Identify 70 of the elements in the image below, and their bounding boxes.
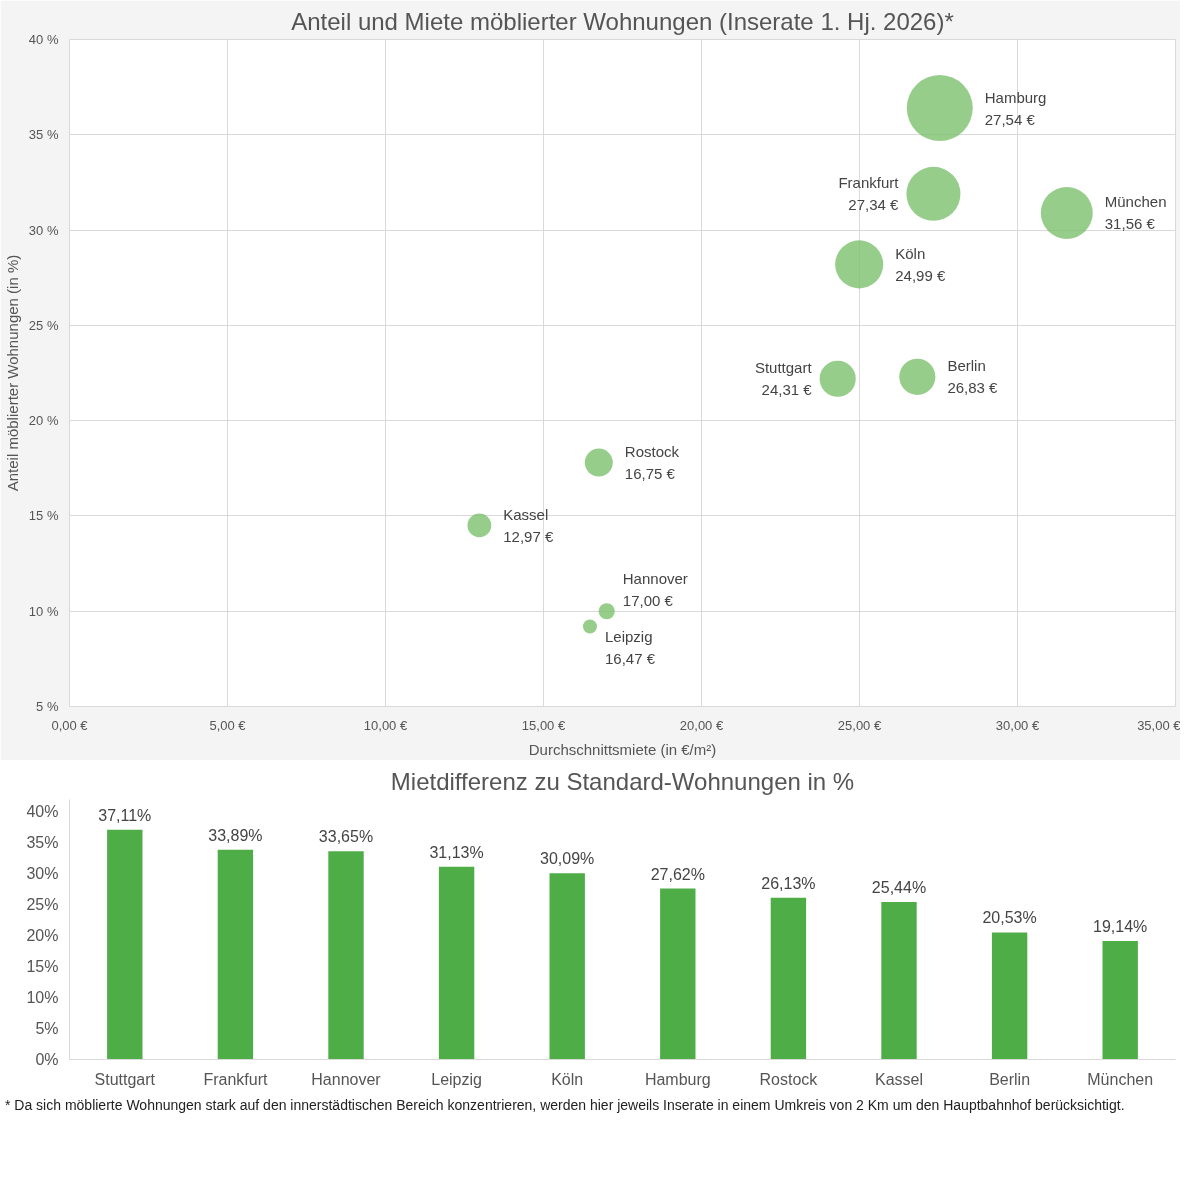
bar [1102,941,1138,1060]
data-label: 31,13% [429,843,484,861]
x-tick-label: Rostock [759,1070,819,1088]
bar [770,897,807,1060]
data-label: 20,53% [982,909,1037,927]
x-tick-label: Frankfurt [203,1070,268,1088]
annotation: Köln 24,99 € [895,244,946,284]
data-label: 37,11% [98,806,152,824]
y-tick-label: 20 % [28,413,59,429]
data-label: 33,89% [208,826,263,844]
chart-title: Anteil und Miete möblierter Wohnungen (Inserate 1. Hj. 2026)* [291,7,954,35]
bar [881,902,917,1060]
bar [991,932,1028,1060]
y-tick-label: 5 % [36,699,59,714]
x-tick-label: Hamburg [644,1070,711,1088]
bar [107,829,143,1060]
y-tick-label: 5% [35,1020,59,1038]
x-tick-label: Hannover [311,1070,382,1088]
x-axis-title: Durchschnittsmiete (in €/m²) [528,740,717,758]
x-tick-label: 30,00 € [995,717,1040,733]
y-tick-label: 40% [26,803,59,821]
annotation: Leipzig 16,47 € [604,627,656,668]
y-tick-label: 30% [26,865,59,883]
annotation: München 31,56 € [1104,193,1167,233]
y-tick-label: 10% [26,989,59,1007]
y-tick-label: 0% [35,1051,59,1068]
data-label: 30,09% [540,850,595,868]
y-tick-label: 35 % [28,127,59,143]
data-label: 25,44% [871,879,927,897]
y-tick-label: 10 % [28,603,59,619]
data-label: 26,13% [761,874,816,892]
x-tick-label: Leipzig [431,1070,482,1088]
data-label: 33,65% [318,828,374,846]
y-tick-label: 15 % [28,508,59,524]
chart-title: Mietdifferenz zu Standard-Wohnungen in % [390,767,855,795]
bar [217,849,254,1060]
bar [660,888,696,1060]
x-tick-label: 10,00 € [363,717,408,733]
x-tick-label: 25,00 € [837,717,882,733]
y-tick-label: 30 % [28,222,59,238]
x-tick-label: München [1087,1070,1154,1088]
y-tick-label: 25% [26,896,59,914]
annotation: Stuttgart 24,31 € [754,359,813,399]
annotation: Hamburg 27,54 € [984,88,1047,128]
x-tick-label: Kassel [874,1070,924,1088]
y-tick-label: 20% [26,927,59,945]
annotation: Frankfurt 27,34 € [838,174,900,214]
annotation: Hannover 17,00 € [622,569,688,609]
annotation: Berlin 26,83 € [947,357,999,397]
y-tick-label: 25 % [28,317,59,333]
data-label: 19,14% [1093,918,1148,936]
text: * Da sich möblierte Wohnungen stark auf den innerstädtischen Bereich konzentrieren, werden hier jeweils Inserate in einem Umkreis von 2 Km um den Hauptbahnhof berücksichtigt. [5,1096,1125,1115]
x-tick-label: 20,00 € [679,717,724,733]
bar [328,851,364,1060]
bar [438,866,475,1060]
y-tick-label: 35% [26,834,59,852]
x-tick-label: 15,00 € [521,717,566,733]
y-tick-label: 40 % [28,32,59,47]
x-tick-label: Berlin [989,1070,1031,1088]
x-tick-label: Köln [551,1070,584,1088]
annotation: Kassel 12,97 € [503,505,554,546]
bar [549,873,585,1060]
x-tick-label: 35,00 € [1137,717,1182,733]
annotation: Rostock 16,75 € [624,443,680,483]
y-axis-title: Anteil möblierter Wohnungen (in %) [3,254,21,492]
data-label: 27,62% [650,865,705,883]
x-tick-label: Stuttgart [94,1070,156,1088]
x-tick-label: 5,00 € [209,717,247,733]
y-tick-label: 15% [26,958,59,976]
x-tick-label: 0,00 € [51,717,89,733]
